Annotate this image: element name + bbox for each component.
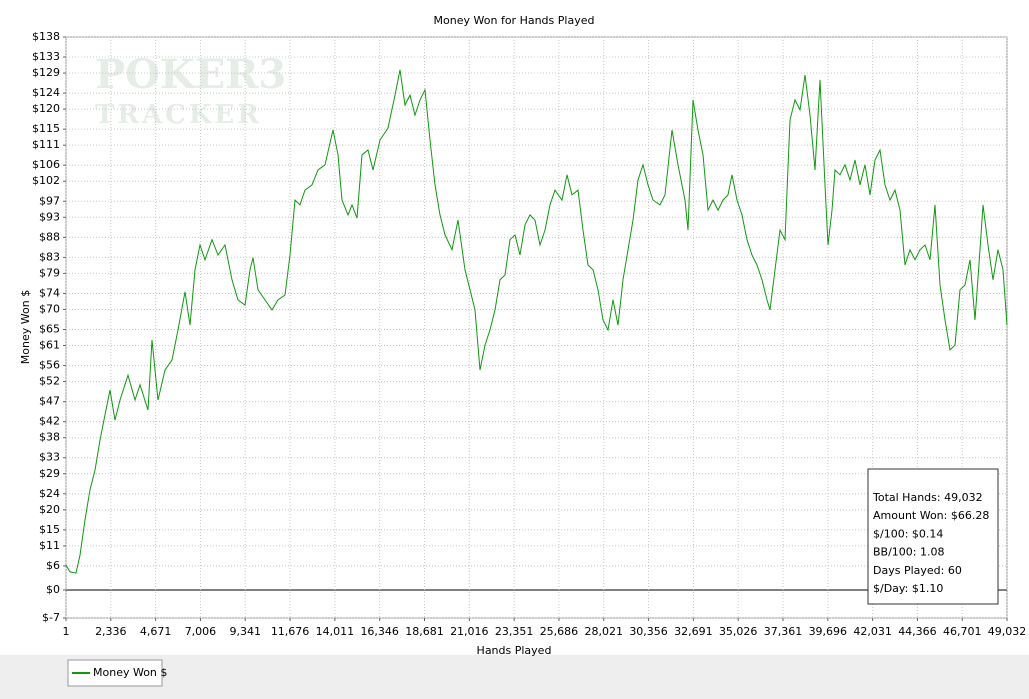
y-tick-label: $70: [39, 302, 60, 315]
x-tick-label: 16,346: [360, 625, 399, 638]
data-line: [65, 69, 1008, 574]
y-tick-label: $115: [32, 122, 60, 135]
stat-line: $/100: $0.14: [873, 527, 943, 540]
y-tick-label: $83: [39, 250, 60, 263]
x-tick-label: 25,686: [540, 625, 579, 638]
y-tick-label: $74: [39, 286, 60, 299]
y-tick-label: $29: [39, 467, 60, 480]
y-tick-label: $97: [39, 194, 60, 207]
y-tick-label: $20: [39, 503, 60, 516]
x-tick-label: 23,351: [495, 625, 534, 638]
x-tick-label: 21,016: [450, 625, 489, 638]
y-tick-label: $24: [39, 487, 60, 500]
y-tick-label: $102: [32, 174, 60, 187]
x-tick-label: 28,021: [585, 625, 624, 638]
x-tick-label: 2,336: [95, 625, 127, 638]
y-tick-label: $129: [32, 66, 60, 79]
y-axis-title: Money Won $: [19, 290, 32, 364]
y-tick-label: $52: [39, 375, 60, 388]
y-tick-label: $47: [39, 395, 60, 408]
y-tick-label: $65: [39, 323, 60, 336]
y-tick-label: $120: [32, 102, 60, 115]
y-tick-label: $93: [39, 210, 60, 223]
y-tick-label: $33: [39, 451, 60, 464]
y-tick-label: $138: [32, 30, 60, 43]
y-tick-label: $42: [39, 415, 60, 428]
x-tick-label: 1: [63, 625, 70, 638]
x-tick-label: 7,006: [185, 625, 217, 638]
x-tick-label: 42,031: [853, 625, 892, 638]
x-tick-label: 18,681: [405, 625, 444, 638]
y-tick-label: $15: [39, 523, 60, 536]
x-tick-label: 11,676: [271, 625, 310, 638]
stat-line: Amount Won: $66.28: [873, 509, 989, 522]
x-tick-label: 49,032: [988, 625, 1027, 638]
chart-title: Money Won for Hands Played: [434, 14, 595, 27]
y-tick-label: $6: [46, 559, 60, 572]
x-tick-label: 39,696: [809, 625, 848, 638]
y-tick-label: $133: [32, 50, 60, 63]
y-tick-label: $38: [39, 431, 60, 444]
x-tick-label: 44,366: [898, 625, 937, 638]
stat-line: Days Played: 60: [873, 564, 962, 577]
watermark: POKER3: [95, 51, 286, 98]
y-tick-label: $111: [32, 138, 60, 151]
y-tick-label: $124: [32, 86, 60, 99]
y-tick-label: $11: [39, 539, 60, 552]
x-tick-label: 32,691: [674, 625, 713, 638]
y-tick-label: $61: [39, 339, 60, 352]
x-tick-label: 46,701: [943, 625, 982, 638]
y-tick-label: $-7: [42, 611, 60, 624]
stats-box: [867, 468, 999, 605]
y-tick-label: $56: [39, 359, 60, 372]
stat-line: BB/100: 1.08: [873, 546, 945, 559]
legend-label: Money Won $: [93, 666, 167, 679]
x-tick-label: 9,341: [230, 625, 262, 638]
stat-line: $/Day: $1.10: [873, 582, 943, 595]
y-tick-label: $0: [46, 583, 60, 596]
x-tick-label: 35,026: [719, 625, 758, 638]
y-tick-label: $106: [32, 158, 60, 171]
y-tick-label: $88: [39, 230, 60, 243]
y-tick-label: $79: [39, 266, 60, 279]
plot-area: [65, 36, 1008, 619]
legend-band: [0, 655, 1029, 699]
x-axis-title: Hands Played: [477, 644, 552, 657]
stat-line: Total Hands: 49,032: [872, 491, 983, 504]
x-tick-label: 14,011: [316, 625, 355, 638]
x-tick-label: 4,671: [140, 625, 172, 638]
x-tick-label: 37,361: [764, 625, 803, 638]
watermark: TRACKER: [95, 100, 262, 130]
x-tick-label: 30,356: [629, 625, 668, 638]
